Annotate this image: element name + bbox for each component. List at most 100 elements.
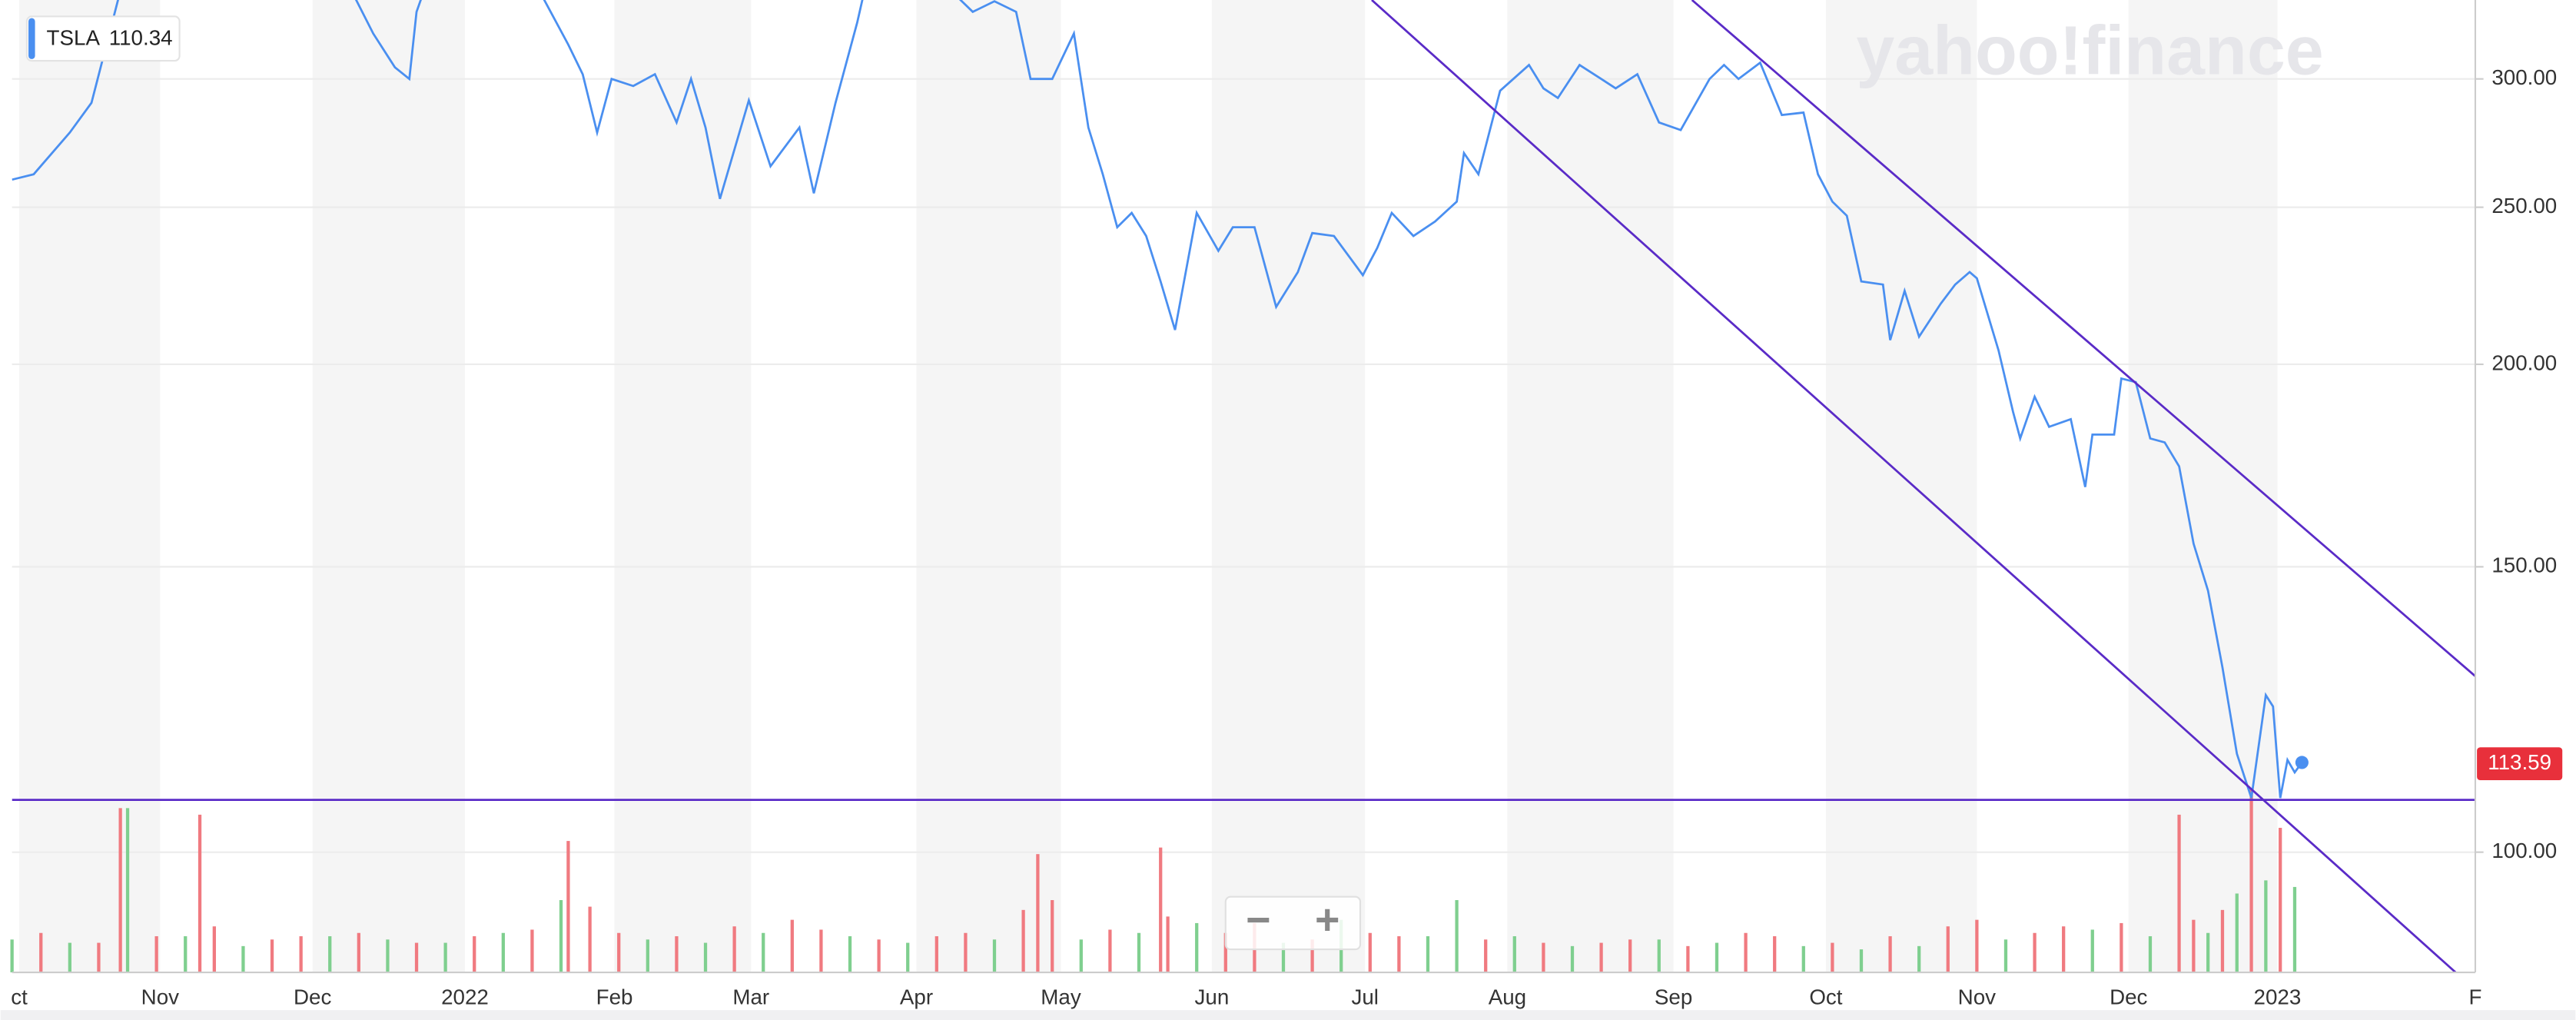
x-tick-label: Jul [1351,985,1379,1009]
volume-bar [1079,939,1083,973]
volume-bar [675,936,679,973]
volume-bar [762,932,765,973]
x-tick-label: 2023 [2254,985,2302,1009]
volume-bar [1137,932,1141,973]
volume-bar [2148,936,2153,973]
volume-bar [790,919,794,973]
x-tick-label: Jun [1195,985,1230,1009]
grid [12,78,2475,853]
volume-bar [125,808,130,973]
volume-bar [1166,916,1170,973]
volume-bar [703,942,708,973]
volume-bar [646,939,649,973]
volume-bar [732,926,736,973]
volume-bar [992,939,997,973]
drawings [12,0,2475,973]
volume-bar [2033,932,2037,973]
trend-line [1371,0,2457,973]
volume-bar [1051,900,1054,973]
volume-bar [1512,936,1516,973]
volume-bar [2264,880,2268,973]
volume-bar [1888,936,1892,973]
volume-bar [2090,929,2094,973]
volume-bar [1570,945,1575,973]
x-tick-label: ct [11,985,28,1009]
zoom-in[interactable]: + [1315,896,1339,944]
volume-bar [819,929,823,973]
month-band [1507,0,1674,973]
volume-bar [97,942,101,973]
price-line [12,0,2303,799]
volume-bar [2249,788,2253,973]
footer-strip [0,1010,2576,1020]
volume-bar [2120,922,2123,973]
x-tick-label: Dec [294,985,331,1009]
x-tick-label: Aug [1489,985,1526,1009]
volume-bar [934,936,938,973]
volume-bar [1310,939,1314,973]
x-tick-label: Feb [596,985,633,1009]
x-ticks: ct Nov Dec 2022 Feb Mar Apr May Jun Jul Aug Sep Oct N… [11,985,2481,1009]
volume-bar [1715,942,1719,973]
ticker: TSLA [47,26,101,50]
month-band [19,0,161,973]
month-band [614,0,752,973]
volume-bar [1744,932,1748,973]
volume-bar [906,942,910,973]
volume-bar [1281,942,1286,973]
y-tick-label: 150.00 [2491,553,2557,577]
volume-bar [2003,939,2008,973]
volume-bar [1195,922,1199,973]
volume-bar [241,945,245,973]
month-band [916,0,1061,973]
y-tick-label: 200.00 [2491,351,2557,374]
volume-bar [1484,939,1488,973]
last-point [2295,756,2309,769]
volume-bar [386,939,390,973]
legend-price: 110.34 [109,26,173,50]
volume-bar [1975,919,1979,973]
volume-bar [39,932,43,973]
volume-bar [10,939,14,973]
last-price-badge: 113.59 [2477,747,2563,781]
volume-bar [964,932,968,973]
x-tick-label: Dec [2110,985,2147,1009]
last-price-box [2477,747,2563,781]
volume-bar [270,939,274,973]
x-tick-label: Nov [1958,985,1996,1009]
volume-bar [1223,932,1227,973]
volume-bar [357,932,360,973]
trend-line [1691,0,2475,678]
x-tick-label: Nov [141,985,179,1009]
volume-bar [414,942,419,973]
volume-bar [1426,936,1430,973]
volume-bar [1801,945,1805,973]
volume-bar [1159,847,1163,973]
y-tick-label: 250.00 [2491,194,2557,218]
volume-bar [212,926,216,973]
month-bands [19,0,2278,973]
zoom-out[interactable]: − [1246,896,1270,944]
month-band [1211,0,1366,973]
zoom-controls: − + [1224,896,1362,951]
volume-bar [1686,945,1690,973]
month-band [1825,0,1977,973]
volume-bar [1859,949,1864,973]
volume-bar [1542,942,1545,973]
volume-bar [1831,942,1834,973]
volume-bar [1628,939,1632,973]
volume-bar [1657,939,1661,973]
volume-bar [2279,827,2282,973]
x-tick-label: Mar [732,985,769,1009]
volume-bar [1021,909,1025,973]
badge-color [28,18,35,59]
badge-box [25,15,181,62]
volume-bar [530,929,534,973]
volume-bar [848,936,852,973]
volume-bar [299,936,303,973]
volume-bar [1108,929,1112,973]
y-tick-label: 300.00 [2491,65,2557,89]
x-tick-label: Oct [1809,985,1842,1009]
ticker-badge[interactable]: TSLA 110.34 [25,15,181,62]
